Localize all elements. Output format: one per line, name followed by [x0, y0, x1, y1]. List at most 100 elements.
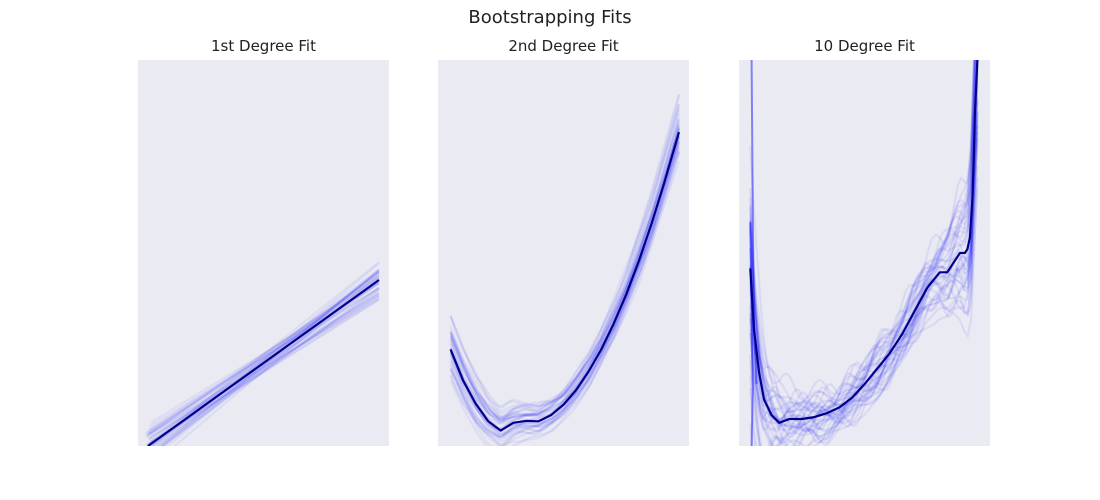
bootstrap-fit-line — [749, 99, 979, 446]
bootstrap-fit-line — [449, 148, 681, 446]
panel-title: 10 Degree Fit — [814, 37, 915, 55]
bootstrap-fit-line — [148, 268, 380, 444]
bootstrap-fit-line — [749, 165, 979, 446]
panel-10-degree: 10 Degree Fit — [739, 36, 990, 446]
bootstrap-fit-line — [449, 128, 681, 409]
plot-layers — [749, 60, 979, 446]
bootstrap-fit-line — [749, 60, 978, 446]
bootstrap-fit-line — [449, 127, 681, 421]
bootstrap-fit-line — [449, 118, 681, 431]
bootstrap-fit-line — [158, 262, 380, 446]
bootstrap-fit-line — [154, 281, 380, 446]
bootstrap-fit-line — [163, 270, 380, 446]
bootstrap-fit-line — [449, 103, 681, 419]
plot-layers — [144, 261, 380, 446]
bootstrap-fit-line — [147, 295, 380, 440]
bootstrap-fit-line — [449, 160, 681, 439]
bootstrap-fit-line — [148, 298, 380, 445]
bootstrap-fit-line — [749, 60, 975, 429]
bootstrap-fit-line — [749, 111, 979, 443]
bootstrap-fit-line — [166, 268, 380, 446]
plot-background — [739, 60, 990, 446]
mean-fit-line — [449, 131, 681, 432]
bootstrap-fit-line — [145, 270, 380, 446]
bootstrap-fit-line — [749, 60, 978, 446]
bootstrap-fit-line — [749, 79, 979, 445]
bootstrap-fit-line — [749, 60, 976, 425]
bootstrap-fit-line — [750, 60, 758, 385]
bootstrap-fit-line — [145, 274, 380, 436]
bootstrap-fit-line — [749, 62, 979, 440]
bootstrap-fit-line — [749, 125, 979, 432]
bootstrap-fit-line — [749, 187, 979, 438]
bootstrap-fit-line — [749, 222, 754, 446]
bootstrap-fit-line — [749, 71, 979, 446]
bootstrap-fit-line — [449, 120, 681, 418]
bootstrap-fit-line — [449, 126, 681, 420]
mean-fit-line — [147, 279, 380, 446]
bootstrap-fit-line — [749, 67, 979, 411]
bootstrap-fit-line — [749, 84, 979, 423]
bootstrap-fit-line — [449, 106, 681, 423]
bootstrap-fit-line — [449, 126, 681, 424]
bootstrap-fit-line — [449, 94, 681, 424]
bootstrap-fit-line — [749, 97, 979, 446]
bootstrap-fit-line — [145, 297, 380, 439]
bootstrap-fit-line — [449, 124, 681, 441]
bootstrap-fit-line — [749, 60, 978, 429]
panel-title: 1st Degree Fit — [211, 37, 316, 55]
bootstrap-fit-line — [449, 136, 681, 446]
bootstrap-fit-line — [749, 60, 977, 419]
panel-1st-degree: 1st Degree Fit — [138, 36, 389, 446]
bootstrap-fit-line — [148, 276, 380, 442]
bootstrap-fit-line — [749, 177, 979, 437]
figure-title: Bootstrapping Fits — [468, 7, 632, 28]
bootstrap-fit-line — [147, 298, 380, 446]
bootstrap-fit-line — [749, 60, 979, 438]
bootstrap-fit-line — [148, 286, 380, 428]
bootstrap-fit-line — [148, 294, 380, 439]
plot-layers — [449, 94, 681, 446]
bootstrap-fit-line — [749, 119, 979, 446]
bootstrap-fit-line — [146, 277, 380, 437]
bootstrap-fit-line — [449, 145, 681, 439]
bootstrap-fit-line — [749, 60, 976, 414]
plot-area — [438, 60, 689, 446]
bootstrap-fit-line — [449, 146, 681, 421]
bootstrap-fit-line — [150, 289, 380, 446]
bootstrap-fit-line — [749, 60, 977, 401]
bootstrap-fit-line — [449, 131, 681, 446]
bootstrap-fit-line — [147, 276, 380, 432]
bootstrap-fit-line — [749, 64, 979, 446]
bootstrap-fit-line — [749, 136, 979, 422]
bootstrap-fit-line — [148, 292, 380, 436]
bootstrap-fit-line — [749, 60, 976, 410]
bootstrap-fit-line — [147, 261, 380, 446]
panel-title: 2nd Degree Fit — [508, 37, 619, 55]
bootstrap-fit-line — [156, 288, 380, 446]
panel-2nd-degree: 2nd Degree Fit — [438, 36, 689, 446]
bootstrap-fit-line — [449, 130, 681, 408]
bootstrap-fit-line — [160, 287, 380, 446]
bootstrap-fit-line — [749, 101, 979, 423]
bootstrap-fit-line — [146, 273, 380, 437]
bootstrap-fit-line — [161, 278, 380, 446]
bootstrap-fit-line — [449, 117, 681, 419]
bootstrap-fit-line — [749, 60, 978, 446]
plot-area — [739, 60, 990, 446]
plot-background — [138, 60, 389, 446]
bootstrap-fit-line — [749, 60, 976, 415]
plot-background — [438, 60, 689, 446]
bootstrap-fit-line — [749, 139, 979, 422]
bootstrap-fit-line — [749, 123, 979, 427]
bootstrap-fit-line — [449, 142, 681, 446]
mean-fit-line — [749, 60, 979, 424]
bootstrap-fit-line — [449, 94, 681, 420]
bootstrap-fit-line — [150, 271, 380, 446]
bootstrap-fit-line — [449, 141, 681, 446]
plot-area — [138, 60, 389, 446]
bootstrap-fit-line — [449, 136, 681, 436]
bootstrap-fit-line — [146, 287, 380, 434]
bootstrap-fit-line — [449, 124, 681, 415]
bootstrap-fit-line — [749, 110, 979, 433]
